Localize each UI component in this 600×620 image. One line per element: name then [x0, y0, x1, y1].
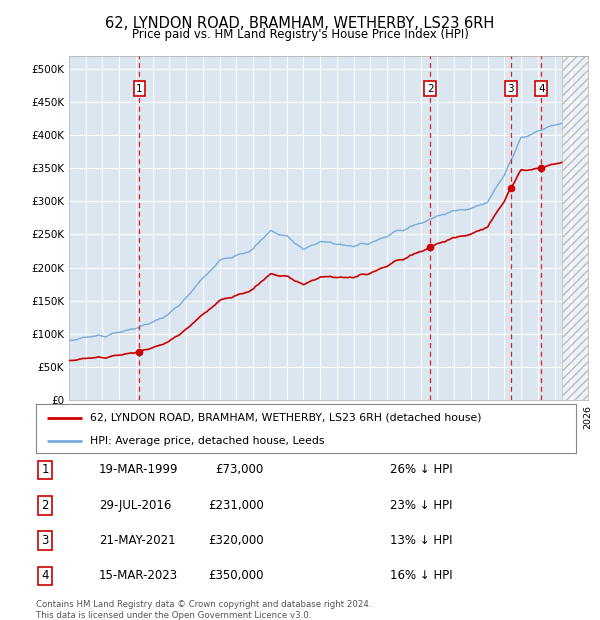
Text: 13% ↓ HPI: 13% ↓ HPI	[390, 534, 452, 547]
Text: 62, LYNDON ROAD, BRAMHAM, WETHERBY, LS23 6RH: 62, LYNDON ROAD, BRAMHAM, WETHERBY, LS23…	[106, 16, 494, 30]
Text: 2: 2	[427, 84, 433, 94]
Text: 1: 1	[41, 464, 49, 476]
Text: £350,000: £350,000	[209, 570, 264, 582]
Text: 19-MAR-1999: 19-MAR-1999	[99, 464, 179, 476]
Bar	[562, 56, 588, 400]
Text: 4: 4	[538, 84, 545, 94]
Text: £320,000: £320,000	[208, 534, 264, 547]
Text: 23% ↓ HPI: 23% ↓ HPI	[390, 499, 452, 511]
Text: 4: 4	[41, 570, 49, 582]
Text: 29-JUL-2016: 29-JUL-2016	[99, 499, 172, 511]
Text: Price paid vs. HM Land Registry's House Price Index (HPI): Price paid vs. HM Land Registry's House …	[131, 28, 469, 41]
Text: £73,000: £73,000	[216, 464, 264, 476]
Text: 21-MAY-2021: 21-MAY-2021	[99, 534, 176, 547]
Text: 15-MAR-2023: 15-MAR-2023	[99, 570, 178, 582]
Text: HPI: Average price, detached house, Leeds: HPI: Average price, detached house, Leed…	[90, 435, 325, 446]
Text: 16% ↓ HPI: 16% ↓ HPI	[390, 570, 452, 582]
Text: This data is licensed under the Open Government Licence v3.0.: This data is licensed under the Open Gov…	[36, 611, 311, 620]
Text: 3: 3	[41, 534, 49, 547]
Text: Contains HM Land Registry data © Crown copyright and database right 2024.: Contains HM Land Registry data © Crown c…	[36, 600, 371, 609]
Text: 3: 3	[508, 84, 514, 94]
Text: £231,000: £231,000	[208, 499, 264, 511]
Text: 26% ↓ HPI: 26% ↓ HPI	[390, 464, 452, 476]
Text: 62, LYNDON ROAD, BRAMHAM, WETHERBY, LS23 6RH (detached house): 62, LYNDON ROAD, BRAMHAM, WETHERBY, LS23…	[90, 413, 482, 423]
Text: 1: 1	[136, 84, 143, 94]
Text: 2: 2	[41, 499, 49, 511]
Bar	[562, 56, 588, 400]
